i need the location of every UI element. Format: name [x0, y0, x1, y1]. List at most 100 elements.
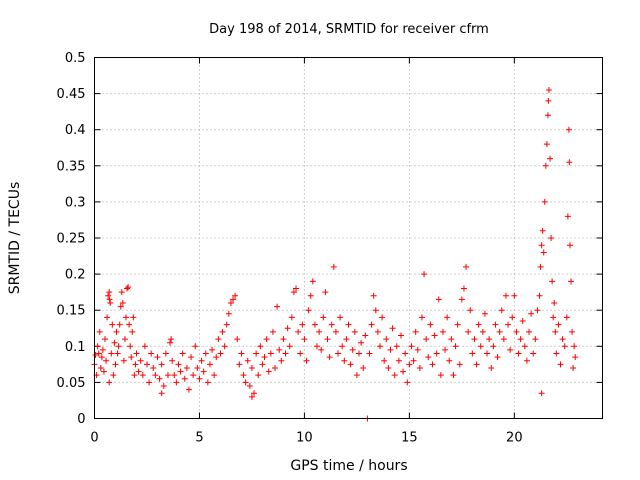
data-point: [196, 375, 203, 382]
data-point: [505, 321, 512, 328]
data-point: [188, 354, 195, 361]
x-axis-label: GPS time / hours: [290, 458, 407, 474]
data-point: [343, 336, 350, 343]
y-tick-label: 0.15: [57, 304, 86, 319]
data-point: [162, 350, 169, 357]
data-point: [106, 379, 113, 386]
data-point: [471, 336, 478, 343]
data-point: [446, 357, 453, 364]
data-point: [135, 368, 142, 375]
data-point: [484, 350, 491, 357]
data-point: [568, 278, 575, 285]
data-point: [118, 289, 125, 296]
data-point: [437, 372, 444, 379]
y-tick-label: 0.25: [57, 232, 86, 247]
data-point: [433, 350, 440, 357]
data-point: [444, 314, 451, 321]
data-point: [154, 354, 161, 361]
data-point: [238, 350, 245, 357]
data-point: [106, 289, 113, 296]
data-point: [545, 97, 552, 104]
data-point: [557, 361, 564, 368]
data-point: [171, 372, 178, 379]
data-point: [284, 325, 291, 332]
data-point: [129, 328, 136, 335]
data-point: [263, 336, 270, 343]
data-point: [150, 364, 157, 371]
data-point: [232, 292, 239, 299]
data-point: [305, 307, 312, 314]
data-point: [393, 343, 400, 350]
data-point: [500, 336, 507, 343]
data-point: [160, 383, 167, 390]
data-point: [116, 321, 123, 328]
data-point: [99, 346, 106, 353]
data-point: [548, 235, 555, 241]
data-point: [332, 328, 339, 335]
y-tick-label: 0: [77, 412, 85, 427]
data-point: [538, 390, 545, 397]
y-tick-label: 0.4: [65, 123, 86, 138]
data-point: [110, 372, 117, 379]
data-point: [223, 321, 230, 328]
data-point: [549, 278, 556, 285]
data-point: [513, 328, 520, 335]
data-point: [496, 328, 503, 335]
data-point: [259, 361, 266, 368]
data-point: [92, 351, 99, 358]
data-point: [536, 292, 543, 299]
data-point: [366, 350, 373, 357]
data-point: [269, 328, 276, 335]
data-point: [511, 292, 518, 299]
y-tick-label: 0.05: [57, 376, 86, 391]
data-point: [236, 361, 243, 368]
data-point: [326, 354, 333, 361]
data-point: [255, 372, 262, 379]
data-point: [307, 292, 314, 299]
data-point: [475, 321, 482, 328]
data-point: [521, 343, 528, 350]
data-point: [209, 346, 216, 353]
data-point: [108, 350, 115, 357]
x-tick-label: 15: [401, 431, 418, 446]
data-point: [316, 328, 323, 335]
data-point: [181, 375, 188, 382]
data-point: [414, 346, 421, 353]
data-point: [301, 336, 308, 343]
data-point: [544, 112, 551, 119]
data-point: [458, 296, 465, 303]
data-point: [358, 339, 365, 346]
data-point: [278, 357, 285, 364]
data-point: [227, 299, 234, 306]
data-point: [353, 372, 360, 379]
data-point: [121, 336, 128, 343]
data-point: [112, 361, 119, 368]
y-axis-label: SRMTID / TECUs: [7, 182, 23, 295]
data-point: [538, 242, 545, 249]
data-point: [179, 350, 186, 357]
data-point: [127, 343, 134, 350]
data-point: [103, 357, 110, 364]
data-point: [221, 343, 228, 350]
data-point: [572, 354, 579, 361]
data-point: [552, 328, 559, 335]
data-point: [502, 292, 509, 299]
data-point: [124, 285, 131, 292]
data-point: [248, 364, 255, 371]
data-point: [130, 314, 137, 321]
data-point: [465, 328, 472, 335]
data-point: [286, 343, 293, 350]
data-point: [463, 263, 470, 270]
data-point: [442, 346, 449, 353]
data-point: [115, 343, 122, 350]
data-point: [95, 350, 102, 357]
data-point: [421, 271, 428, 278]
data-point: [276, 346, 283, 353]
data-point: [117, 303, 124, 310]
data-point: [303, 357, 310, 364]
data-point: [272, 364, 279, 371]
data-point: [383, 336, 390, 343]
y-tick-label: 0.35: [57, 159, 86, 174]
data-point: [408, 343, 415, 350]
data-point: [141, 343, 148, 350]
